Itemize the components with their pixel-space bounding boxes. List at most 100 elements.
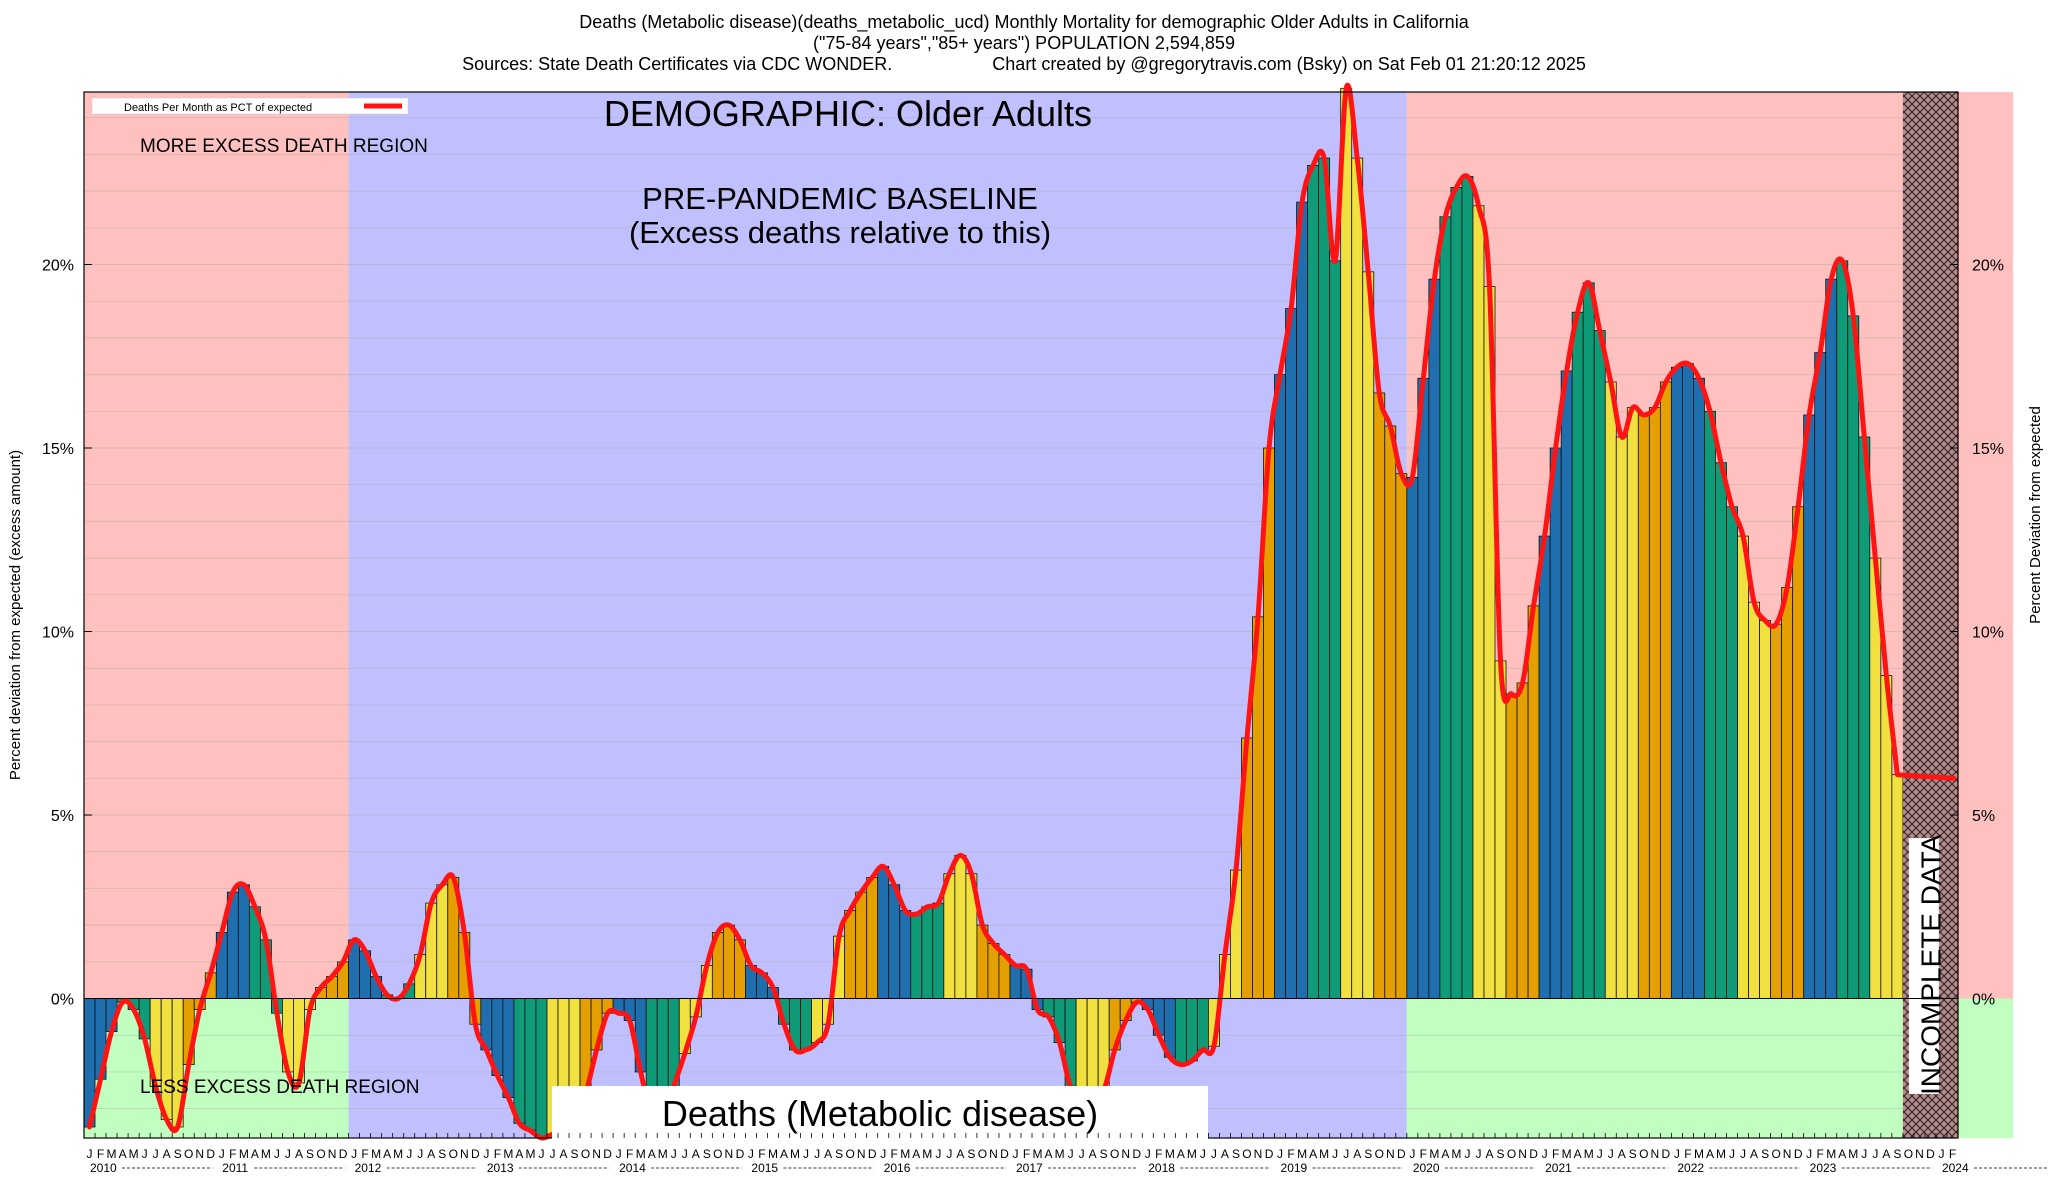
x-month-tick: O <box>1242 1147 1251 1161</box>
x-month-tick: J <box>1332 1147 1338 1161</box>
x-month-tick: S <box>174 1147 182 1161</box>
x-month-tick: N <box>1651 1147 1660 1161</box>
y-tick-right: 10% <box>1972 625 2004 642</box>
chart-titles: Deaths (Metabolic disease)(deaths_metabo… <box>0 12 2048 75</box>
bar <box>1527 605 1540 999</box>
x-month-tick: M <box>239 1147 249 1161</box>
y-tick-right: 15% <box>1972 441 2004 458</box>
x-month-tick: A <box>383 1147 391 1161</box>
bar <box>1428 278 1441 999</box>
x-month-tick: O <box>1507 1147 1516 1161</box>
x-month-tick: M <box>1055 1147 1065 1161</box>
bar <box>1836 260 1849 999</box>
bar <box>987 943 1000 999</box>
x-month-tick: J <box>1938 1147 1944 1161</box>
x-year-label: 2022 <box>1677 1161 1704 1175</box>
x-month-tick: F <box>1155 1147 1162 1161</box>
x-month-tick: F <box>626 1147 633 1161</box>
incomplete-data-label: INCOMPLETE DATA <box>1915 834 1946 1095</box>
x-month-tick: A <box>1221 1147 1229 1161</box>
x-month-tick: J <box>1861 1147 1867 1161</box>
x-month-tick: S <box>1629 1147 1637 1161</box>
x-month-tick: A <box>780 1147 788 1161</box>
x-month-tick: M <box>1451 1147 1461 1161</box>
bar <box>1009 965 1022 999</box>
x-month-tick: O <box>581 1147 590 1161</box>
chart-title: Deaths (Metabolic disease)(deaths_metabo… <box>579 12 1469 32</box>
bar <box>1296 201 1309 999</box>
bar <box>1472 205 1485 999</box>
y-axis-label-left: Percent deviation from expected (excess … <box>7 450 24 780</box>
x-month-tick: M <box>129 1147 139 1161</box>
x-month-tick: J <box>406 1147 412 1161</box>
x-month-tick: S <box>571 1147 579 1161</box>
demographic-label: DEMOGRAPHIC: Older Adults <box>604 93 1092 134</box>
y-tick-right: 0% <box>1972 992 1995 1009</box>
bar <box>1825 278 1838 999</box>
bar <box>1803 414 1816 999</box>
sources-text: Sources: State Death Certificates via CD… <box>462 54 893 74</box>
x-month-tick: M <box>1694 1147 1704 1161</box>
x-month-tick: M <box>371 1147 381 1161</box>
region-upper-1 <box>348 92 1407 999</box>
bar <box>1439 216 1452 999</box>
x-month-tick: J <box>682 1147 688 1161</box>
x-month-tick: D <box>1000 1147 1009 1161</box>
x-month-tick: M <box>503 1147 513 1161</box>
x-month-tick: M <box>261 1147 271 1161</box>
bar <box>1604 381 1617 999</box>
x-month-tick: A <box>692 1147 700 1161</box>
x-month-tick: F <box>1817 1147 1824 1161</box>
x-month-tick: F <box>1684 1147 1691 1161</box>
x-month-tick: J <box>1200 1147 1206 1161</box>
x-month-tick: N <box>1518 1147 1527 1161</box>
bar <box>1494 660 1507 999</box>
bar <box>1450 187 1463 999</box>
x-month-tick: O <box>978 1147 987 1161</box>
x-month-tick: J <box>1597 1147 1603 1161</box>
x-month-tick: A <box>251 1147 259 1161</box>
bar <box>899 910 912 999</box>
x-year-label: 2012 <box>355 1161 382 1175</box>
x-month-tick: J <box>351 1147 357 1161</box>
x-month-tick: D <box>1794 1147 1803 1161</box>
x-month-tick: O <box>1375 1147 1384 1161</box>
x-month-tick: A <box>1441 1147 1449 1161</box>
x-month-tick: J <box>1806 1147 1812 1161</box>
x-month-tick: J <box>1464 1147 1470 1161</box>
x-month-tick: M <box>1319 1147 1329 1161</box>
bar <box>1196 998 1209 1051</box>
credit-text: Chart created by @gregorytravis.com (Bsk… <box>992 54 1586 74</box>
bar <box>1185 998 1198 1062</box>
x-month-tick: O <box>1110 1147 1119 1161</box>
x-month-tick: N <box>1121 1147 1130 1161</box>
x-month-tick: J <box>616 1147 622 1161</box>
bottom-label-box <box>552 1086 1208 1140</box>
x-year-label: 2016 <box>884 1161 911 1175</box>
bar <box>800 998 812 1051</box>
bar <box>1351 157 1364 999</box>
bar <box>932 902 945 999</box>
bar <box>1582 282 1595 999</box>
bar <box>1726 506 1738 999</box>
x-month-tick: J <box>1079 1147 1085 1161</box>
x-month-tick: O <box>845 1147 854 1161</box>
bar <box>1648 407 1661 999</box>
chart-sources-line: Sources: State Death Certificates via CD… <box>0 54 2048 75</box>
x-month-tick: A <box>1177 1147 1185 1161</box>
x-month-tick: M <box>1848 1147 1858 1161</box>
bar <box>1538 535 1551 999</box>
x-month-tick: S <box>1232 1147 1240 1161</box>
x-year-label: 2023 <box>1810 1161 1837 1175</box>
bar <box>1682 363 1694 999</box>
x-month-tick: S <box>967 1147 975 1161</box>
x-month-tick: F <box>1023 1147 1030 1161</box>
x-month-tick: M <box>525 1147 535 1161</box>
bar <box>722 924 735 999</box>
trend-line <box>87 82 1957 1141</box>
y-tick-right: 20% <box>1972 257 2004 274</box>
x-month-tick: O <box>316 1147 325 1161</box>
x-month-tick: M <box>1429 1147 1439 1161</box>
x-month-tick: F <box>1949 1147 1956 1161</box>
